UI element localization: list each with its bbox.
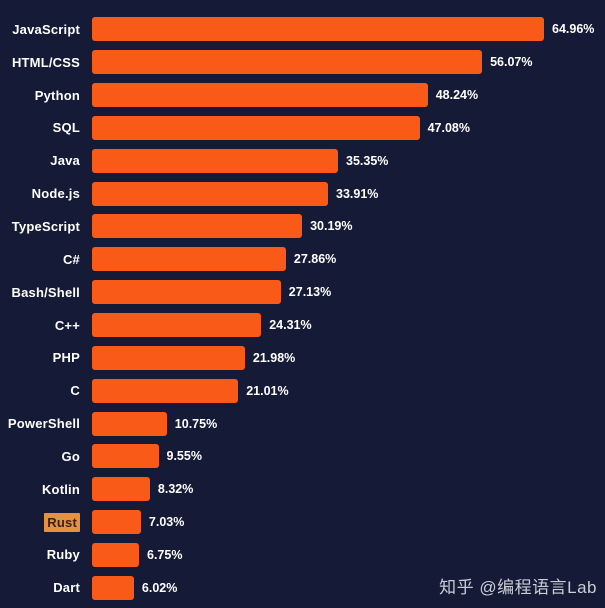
- chart-row: Ruby 6.75%: [0, 539, 605, 572]
- bar: [92, 378, 239, 403]
- value-label: 47.08%: [427, 120, 470, 135]
- chart-row: Dart 6.02%: [0, 571, 605, 604]
- value-label: 10.75%: [174, 416, 218, 431]
- chart-row: C 21.01%: [0, 374, 605, 407]
- chart-row: HTML/CSS 56.07%: [0, 46, 605, 79]
- category-label: HTML/CSS: [11, 54, 80, 70]
- category-label: Ruby: [46, 547, 80, 563]
- bar: [92, 313, 262, 338]
- value-label: 6.02%: [141, 580, 178, 595]
- chart-row: Go 9.55%: [0, 440, 605, 473]
- category-label: C: [70, 383, 80, 399]
- bar: [92, 510, 141, 535]
- chart-row: Kotlin 8.32%: [0, 473, 605, 506]
- bar: [92, 477, 150, 502]
- chart-row: TypeScript 30.19%: [0, 210, 605, 243]
- category-label: Node.js: [31, 186, 80, 202]
- value-label: 21.98%: [252, 350, 296, 365]
- bar: [92, 411, 167, 436]
- category-label: Bash/Shell: [11, 284, 80, 300]
- chart-row: Java 35.35%: [0, 144, 605, 177]
- value-label: 48.24%: [435, 88, 479, 103]
- highlighted-category-label: Rust: [44, 512, 80, 532]
- bar: [92, 115, 420, 140]
- bar: [92, 247, 286, 272]
- value-label: 56.07%: [490, 55, 533, 70]
- chart-row: PHP 21.98%: [0, 341, 605, 374]
- bar: [92, 148, 338, 173]
- value-label: 35.35%: [346, 153, 389, 168]
- chart-row: C# 27.86%: [0, 243, 605, 276]
- bar: [92, 83, 428, 108]
- bar: [92, 345, 245, 370]
- bar: [92, 444, 159, 469]
- chart-row: JavaScript 64.96%: [0, 13, 605, 46]
- category-label: PowerShell: [7, 416, 80, 432]
- category-label: C++: [54, 317, 80, 333]
- chart-row: Node.js 33.91%: [0, 177, 605, 210]
- category-label: PHP: [52, 350, 80, 366]
- value-label: 64.96%: [552, 22, 595, 37]
- category-label: TypeScript: [11, 218, 80, 234]
- chart-row: SQL 47.08%: [0, 112, 605, 145]
- category-label: Dart: [53, 580, 80, 596]
- category-label: Kotlin: [41, 481, 80, 497]
- bar: [92, 50, 483, 75]
- bar: [92, 214, 303, 239]
- category-label: Java: [50, 153, 80, 169]
- category-label: JavaScript: [12, 21, 80, 37]
- bar: [92, 542, 139, 567]
- chart-row: C++ 24.31%: [0, 309, 605, 342]
- value-label: 27.86%: [293, 252, 337, 267]
- bar: [92, 280, 281, 305]
- value-label: 30.19%: [310, 219, 353, 234]
- chart-row: PowerShell 10.75%: [0, 407, 605, 440]
- watermark: 知乎 @编程语言Lab: [439, 578, 597, 597]
- value-label: 8.32%: [157, 482, 194, 497]
- value-label: 6.75%: [147, 547, 183, 562]
- category-label: SQL: [52, 120, 80, 136]
- value-label: 21.01%: [246, 383, 289, 398]
- value-label: 33.91%: [336, 186, 379, 201]
- category-label: Python: [34, 87, 80, 103]
- chart-row: Python 48.24%: [0, 79, 605, 112]
- bar: [92, 181, 328, 206]
- bar-chart-rows: JavaScript 64.96% HTML/CSS 56.07% Python 48.2…: [0, 13, 605, 604]
- value-label: 27.13%: [288, 285, 332, 300]
- chart-row: Bash/Shell 27.13%: [0, 276, 605, 309]
- value-label: 24.31%: [269, 318, 312, 333]
- bar: [92, 17, 544, 42]
- chart-row: Rust 7.03%: [0, 506, 605, 539]
- bar: [92, 575, 134, 600]
- value-label: 7.03%: [148, 515, 185, 530]
- category-label: Go: [61, 448, 80, 464]
- category-label: C#: [62, 251, 80, 267]
- value-label: 9.55%: [166, 449, 202, 464]
- category-label: Rust: [0, 512, 80, 532]
